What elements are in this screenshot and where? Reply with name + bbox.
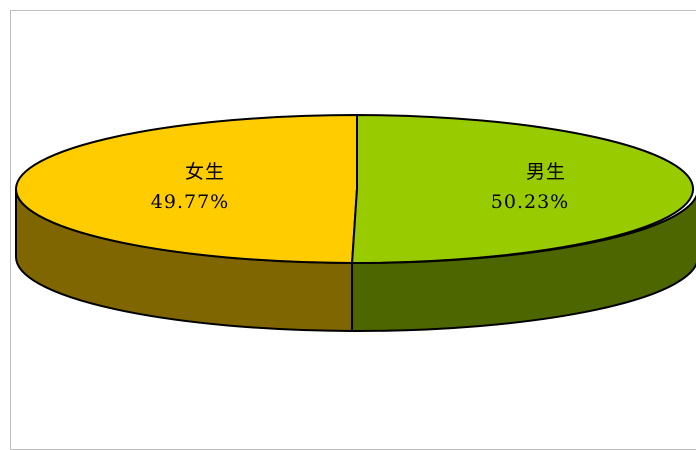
slice-label-name-female: 女生 bbox=[185, 161, 225, 183]
slice-label-name-male: 男生 bbox=[526, 161, 566, 183]
slice-label-percent-male: 50.23% bbox=[491, 191, 569, 213]
pie-chart: 女生 49.77% 男生 50.23% bbox=[15, 113, 696, 332]
pie-slice-female bbox=[15, 113, 358, 264]
pie-tops bbox=[15, 113, 694, 264]
pie-slice-male bbox=[351, 113, 694, 264]
slice-label-percent-female: 49.77% bbox=[151, 191, 229, 213]
pie-labels: 女生 49.77% 男生 50.23% bbox=[151, 161, 569, 213]
